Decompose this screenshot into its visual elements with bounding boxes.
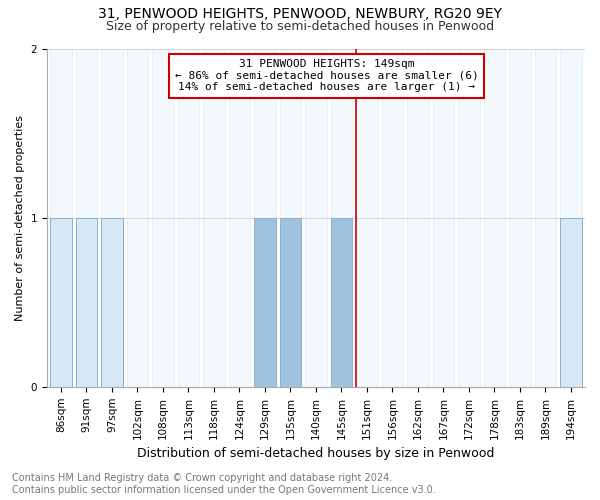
- Bar: [331, 49, 352, 387]
- Bar: [331, 218, 352, 387]
- Bar: [509, 49, 531, 387]
- Bar: [101, 49, 123, 387]
- Bar: [50, 49, 72, 387]
- Bar: [560, 49, 582, 387]
- Bar: [484, 49, 505, 387]
- Bar: [229, 49, 250, 387]
- Bar: [76, 49, 97, 387]
- Bar: [178, 49, 199, 387]
- Bar: [433, 49, 454, 387]
- Bar: [152, 49, 174, 387]
- Bar: [101, 218, 123, 387]
- Bar: [254, 218, 276, 387]
- Text: 31, PENWOOD HEIGHTS, PENWOOD, NEWBURY, RG20 9EY: 31, PENWOOD HEIGHTS, PENWOOD, NEWBURY, R…: [98, 8, 502, 22]
- Bar: [127, 49, 148, 387]
- Bar: [280, 218, 301, 387]
- Bar: [356, 49, 378, 387]
- Text: Size of property relative to semi-detached houses in Penwood: Size of property relative to semi-detach…: [106, 20, 494, 33]
- Bar: [458, 49, 480, 387]
- Bar: [76, 218, 97, 387]
- Bar: [305, 49, 327, 387]
- Bar: [407, 49, 429, 387]
- Bar: [203, 49, 225, 387]
- Bar: [280, 49, 301, 387]
- Bar: [50, 218, 72, 387]
- Bar: [560, 218, 582, 387]
- X-axis label: Distribution of semi-detached houses by size in Penwood: Distribution of semi-detached houses by …: [137, 447, 494, 460]
- Text: Contains HM Land Registry data © Crown copyright and database right 2024.
Contai: Contains HM Land Registry data © Crown c…: [12, 474, 436, 495]
- Y-axis label: Number of semi-detached properties: Number of semi-detached properties: [15, 115, 25, 321]
- Bar: [535, 49, 556, 387]
- Bar: [254, 49, 276, 387]
- Bar: [382, 49, 403, 387]
- Text: 31 PENWOOD HEIGHTS: 149sqm
← 86% of semi-detached houses are smaller (6)
14% of : 31 PENWOOD HEIGHTS: 149sqm ← 86% of semi…: [175, 59, 479, 92]
